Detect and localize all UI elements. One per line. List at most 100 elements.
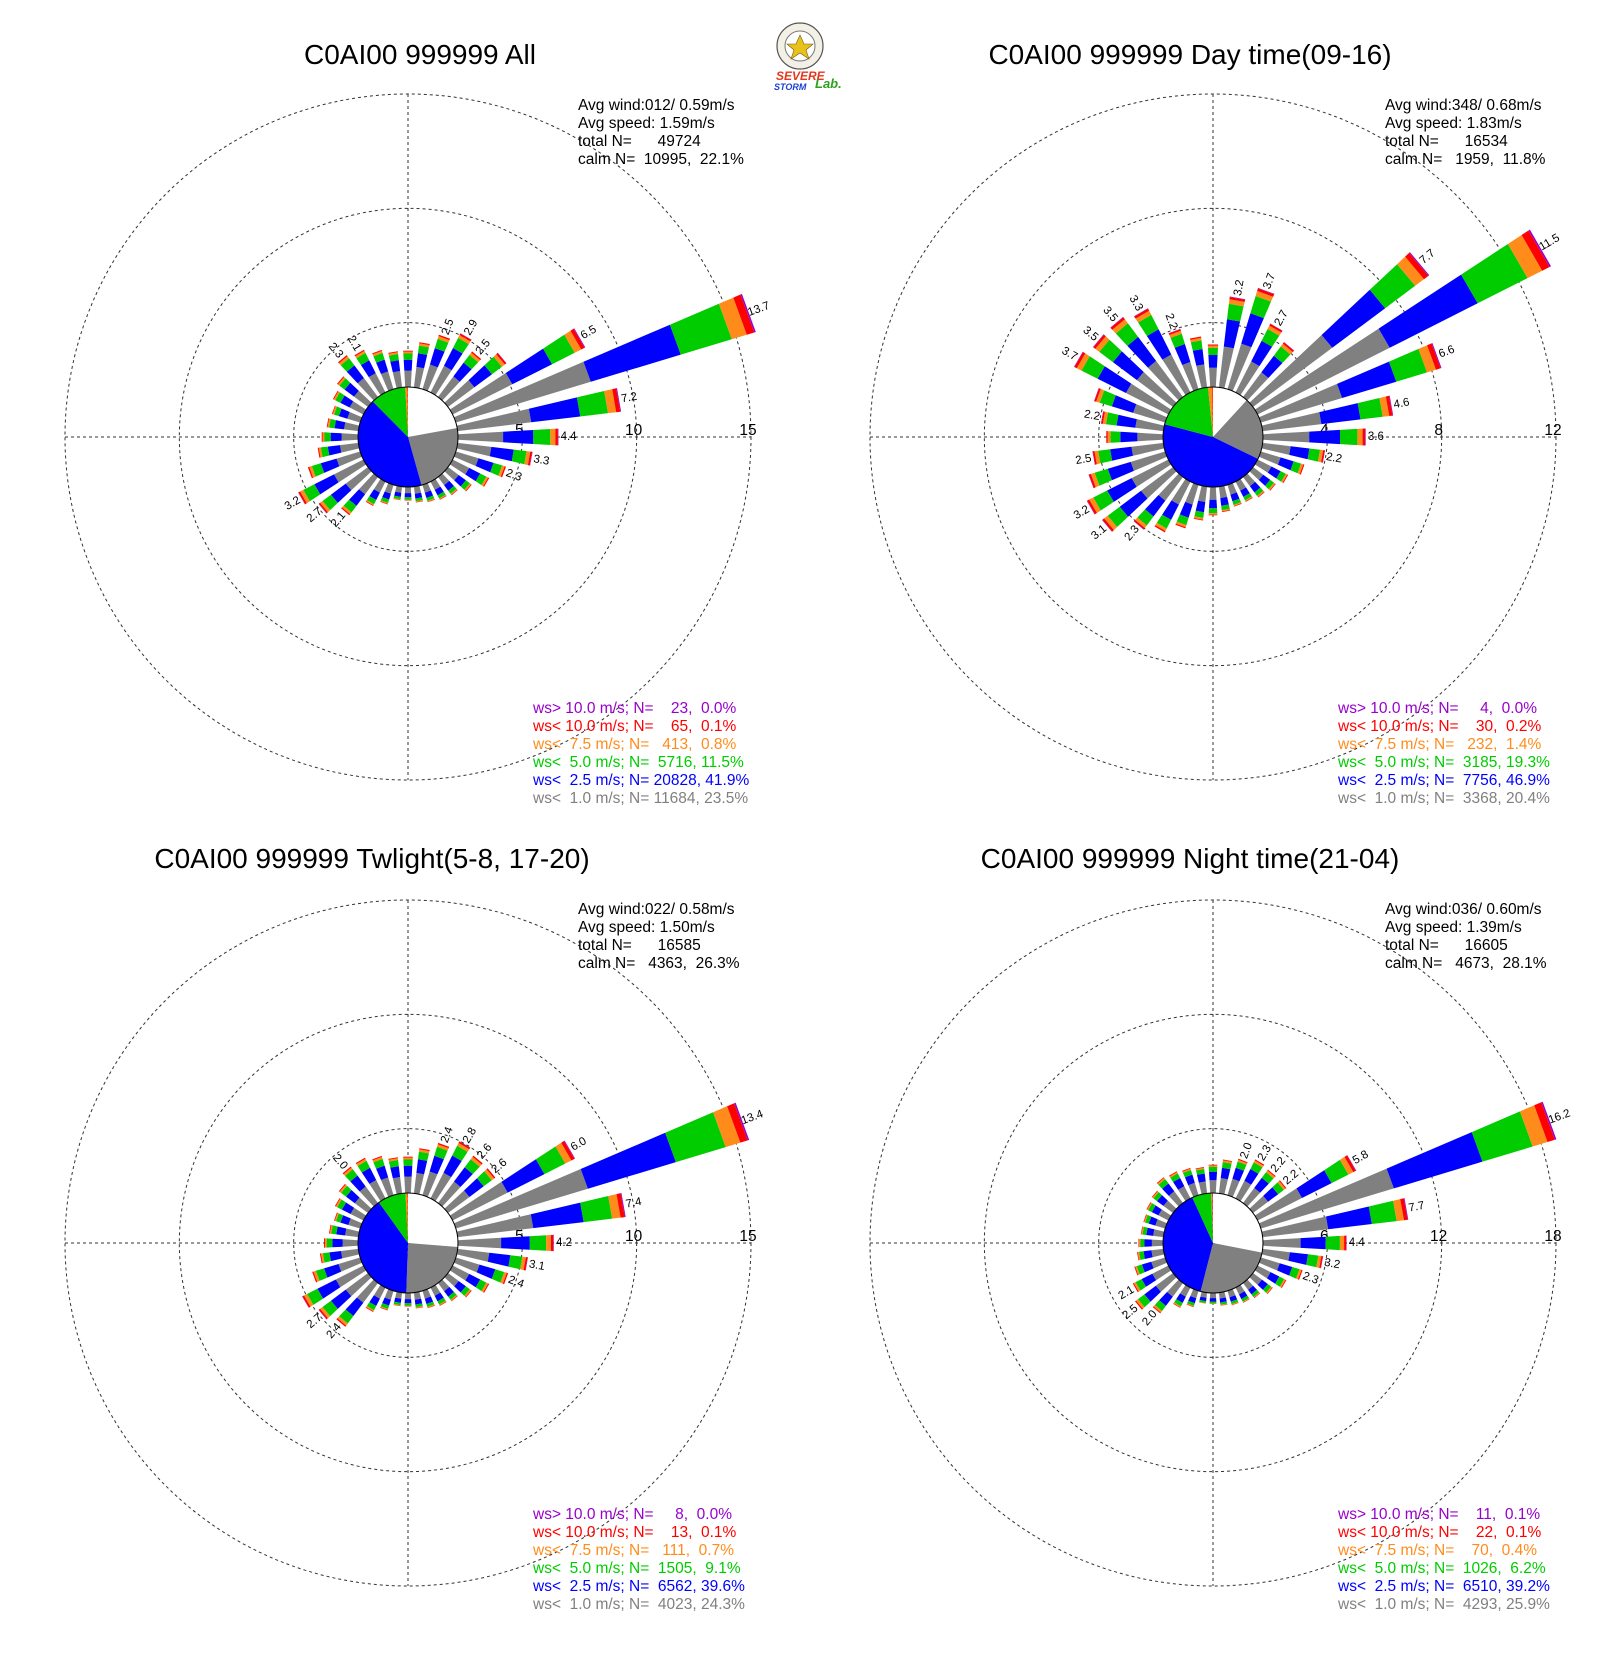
sector-bar-180 <box>1208 486 1218 516</box>
sector-value-label: 3.1 <box>528 1258 546 1273</box>
sector-segment <box>404 1292 412 1300</box>
sector-segment <box>393 498 401 500</box>
sector-segment <box>322 1252 331 1263</box>
sector-segment <box>1100 411 1104 424</box>
sector-value-label: 2.2 <box>1163 312 1180 331</box>
sector-segment <box>427 499 435 503</box>
sector-segment <box>1222 1159 1233 1162</box>
sector-bar-70 <box>1259 343 1442 423</box>
sector-bar-280 <box>326 418 360 432</box>
sector-segment <box>1281 473 1288 483</box>
sector-segment <box>1365 428 1366 446</box>
sector-segment <box>302 1296 309 1308</box>
center-pie <box>357 386 459 488</box>
sector-segment <box>1209 1301 1217 1304</box>
sector-segment <box>444 348 463 371</box>
sector-segment <box>424 1296 434 1304</box>
sector-bar-180 <box>404 1292 412 1307</box>
legend-entry: ws< 1.0 m/s; N= 11684, 23.5% <box>532 790 748 807</box>
sector-segment <box>475 1279 487 1292</box>
sector-segment <box>1257 1279 1268 1290</box>
sector-bar-120 <box>449 1265 490 1293</box>
sector-segment <box>404 1299 412 1304</box>
sector-segment <box>1146 329 1172 360</box>
sector-segment <box>382 1297 391 1306</box>
sector-segment <box>427 498 435 502</box>
sector-segment <box>1156 1195 1168 1206</box>
sector-segment <box>1174 344 1191 365</box>
sector-bar-10 <box>1218 1159 1233 1195</box>
sector-segment <box>490 462 503 476</box>
sector-segment <box>338 408 350 419</box>
sector-segment <box>1153 1305 1162 1313</box>
sector-segment <box>465 467 481 482</box>
sector-segment <box>1229 296 1246 300</box>
sector-segment <box>315 1268 328 1281</box>
sector-bar-70 <box>454 1102 750 1229</box>
sector-segment <box>1297 463 1304 475</box>
sector-segment <box>1261 355 1283 378</box>
sector-bar-140 <box>1243 473 1265 498</box>
sector-segment <box>1276 471 1286 482</box>
sector-segment <box>543 334 575 365</box>
sector-segment <box>1132 1283 1139 1293</box>
sector-segment <box>416 1159 428 1175</box>
sector-segment <box>1089 497 1101 513</box>
sector-segment <box>320 446 330 458</box>
sector-segment <box>500 1272 507 1284</box>
sector-segment <box>1279 1180 1287 1189</box>
sector-segment <box>1245 497 1253 502</box>
sector-bar-190 <box>393 485 403 501</box>
sector-segment <box>418 343 430 348</box>
pie-slice-ws-lt-1 <box>406 1243 458 1293</box>
sector-segment <box>1168 328 1181 334</box>
legend-entry: ws< 7.5 m/s; N= 232, 1.4% <box>1337 736 1542 753</box>
sector-segment <box>444 480 454 491</box>
sector-segment <box>1418 345 1436 373</box>
pie-outline <box>1162 386 1264 488</box>
sector-bar-170 <box>1218 485 1231 513</box>
sector-segment <box>1521 230 1550 271</box>
sector-segment <box>450 488 458 495</box>
sector-segment <box>1110 316 1124 328</box>
sector-segment <box>312 1271 318 1283</box>
sector-segment <box>320 1253 325 1263</box>
sector-value-label: 2.5 <box>440 317 457 336</box>
sector-segment <box>1170 1173 1181 1182</box>
sector-segment <box>1154 525 1166 533</box>
sector-segment <box>1093 490 1114 511</box>
sector-segment <box>1088 473 1096 489</box>
sector-segment <box>1249 1273 1262 1285</box>
sector-bar-290 <box>1143 1214 1167 1229</box>
stat-calm: calm N= 1959, 11.8% <box>1385 151 1546 168</box>
sector-segment <box>1249 335 1333 407</box>
sector-segment <box>1528 229 1551 267</box>
sector-bar-130 <box>1249 467 1276 491</box>
sector-segment <box>1277 1263 1293 1276</box>
sector-segment <box>1229 297 1246 302</box>
stat-avg-wind: Avg wind:348/ 0.68m/s <box>1385 97 1542 114</box>
sector-bar-240 <box>298 459 367 505</box>
sector-segment <box>1244 1169 1259 1185</box>
sector-segment <box>1227 343 1252 391</box>
sector-segment <box>429 348 445 368</box>
sector-bar-200 <box>1186 1289 1199 1308</box>
sector-segment <box>1190 1289 1199 1299</box>
sector-segment <box>502 1272 509 1285</box>
sector-bar-250 <box>1134 1257 1167 1276</box>
sector-segment <box>1240 487 1250 497</box>
sector-segment <box>472 1155 483 1165</box>
sector-segment <box>1131 442 1165 456</box>
sector-segment <box>1300 1236 1326 1250</box>
sector-segment <box>1186 1303 1194 1307</box>
sector-bar-140 <box>1243 1279 1261 1299</box>
ring-label: 10 <box>625 422 643 439</box>
sector-bar-350 <box>388 351 403 389</box>
pie-slice-ws-lt-1 <box>1200 1243 1263 1293</box>
sector-segment <box>1076 353 1090 371</box>
legend-entry: ws> 10.0 m/s; N= 4, 0.0% <box>1337 700 1537 717</box>
sector-segment <box>1254 328 1390 415</box>
sector-segment <box>404 499 412 501</box>
sector-segment <box>418 1149 430 1154</box>
center-pie <box>1162 386 1264 488</box>
